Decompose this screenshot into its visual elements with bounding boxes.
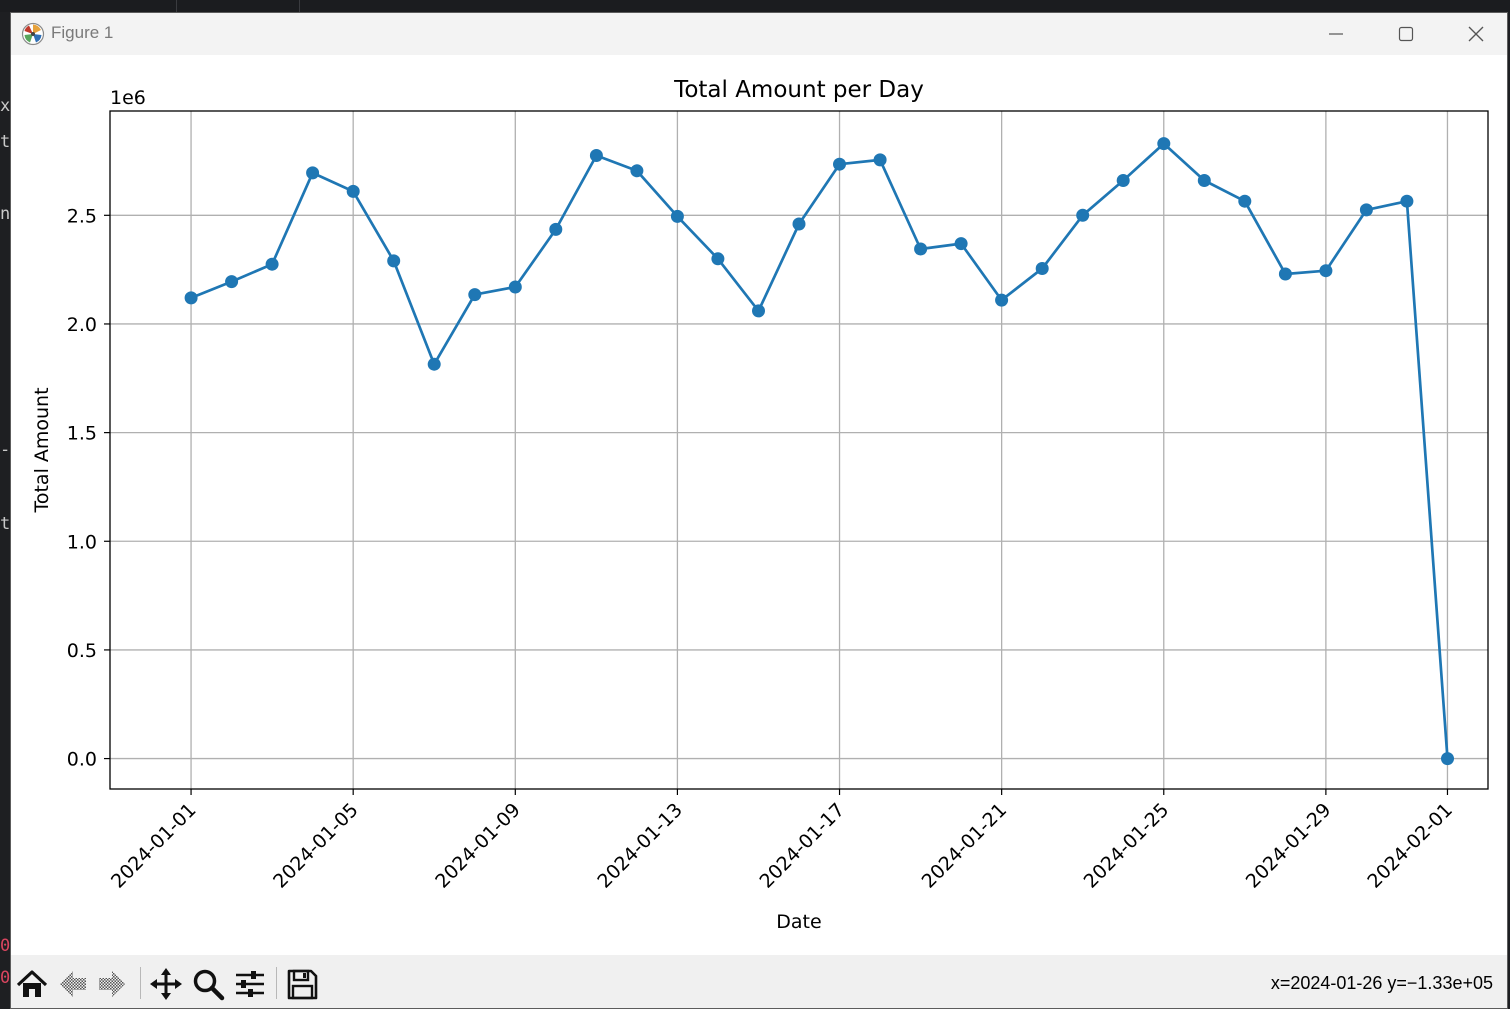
data-point: [589, 149, 603, 162]
series-line: [190, 142, 1449, 759]
line-chart: 0.0 0.5 1.0 1.5 2.0 2.5 2024-01-01 2024-01-05 20…: [31, 77, 1489, 933]
forward-button[interactable]: [95, 967, 129, 1001]
data-point: [225, 275, 239, 289]
configure-subplots-icon: [236, 971, 264, 997]
data-point: [1278, 267, 1292, 281]
axes-frame: [109, 110, 1489, 790]
maximize-button[interactable]: [1386, 19, 1426, 49]
zoom-icon: [193, 969, 225, 1001]
data-point: [1035, 262, 1049, 275]
x-tick-label: 2024-01-25: [1080, 799, 1174, 893]
cursor-coordinates: x=2024-01-26 y=−1.33e+05: [1270, 973, 1493, 993]
x-tick-label: 2024-01-21: [918, 799, 1012, 893]
x-tick-label: 2024-01-01: [107, 799, 201, 893]
y-tick-label: 1.5: [67, 423, 97, 445]
matplotlib-logo-icon: [21, 22, 45, 46]
configure-subplots-button[interactable]: [233, 967, 267, 1001]
data-point: [954, 237, 968, 251]
data-point: [711, 252, 725, 266]
save-icon: [287, 969, 318, 1000]
background-tab-strip: [0, 0, 1510, 12]
axis-offset-label: 1e6: [110, 87, 146, 109]
y-tick-label: 0.5: [67, 640, 97, 662]
data-point: [630, 164, 644, 178]
x-tick-label: 2024-02-01: [1363, 799, 1457, 893]
home-icon: [16, 970, 48, 997]
background-tab: [0, 0, 177, 12]
chart-title: Total Amount per Day: [673, 77, 924, 103]
x-tick-label: 2024-01-13: [593, 799, 687, 893]
background-text: n: [0, 204, 11, 224]
minimize-icon: [1329, 33, 1343, 35]
maximize-icon: [1398, 26, 1414, 42]
save-button[interactable]: [285, 967, 319, 1001]
background-text: t: [0, 514, 11, 534]
data-point: [1359, 203, 1373, 217]
window-title: Figure 1: [51, 23, 114, 42]
data-point: [1157, 137, 1171, 151]
data-point: [468, 288, 482, 302]
back-icon: [60, 971, 86, 997]
y-tick-label: 2.5: [67, 205, 97, 227]
pan-button[interactable]: [149, 967, 183, 1001]
pan-icon: [150, 968, 182, 1000]
home-button[interactable]: [15, 967, 49, 1001]
close-button[interactable]: [1456, 19, 1496, 49]
title-bar[interactable]: Figure 1: [11, 13, 1507, 55]
data-point: [792, 217, 806, 231]
toolbar-separator: [140, 967, 141, 999]
data-point: [1197, 174, 1211, 187]
data-point: [873, 153, 887, 167]
forward-icon: [99, 971, 125, 997]
data-point: [265, 257, 279, 271]
y-axis-label: Total Amount: [31, 387, 53, 513]
background-tab: [177, 0, 300, 12]
zoom-button[interactable]: [191, 967, 225, 1001]
data-point: [549, 222, 563, 236]
y-tick-label: 2.0: [67, 314, 97, 336]
back-button[interactable]: [56, 967, 90, 1001]
x-tick-label: 2024-01-17: [755, 799, 849, 893]
figure-window: Figure 1 0.0 0.5 1.0 1.5 2.0 2.5 2024-01-01 202…: [10, 12, 1508, 1009]
data-point: [1076, 208, 1090, 222]
data-point: [670, 209, 684, 223]
data-point: [1400, 194, 1414, 208]
x-tick-label: 2024-01-29: [1242, 799, 1336, 893]
minimize-button[interactable]: [1316, 19, 1356, 49]
navigation-toolbar: x=2024-01-26 y=−1.33e+05: [11, 955, 1507, 1008]
data-point: [427, 357, 441, 371]
data-point: [833, 157, 846, 171]
data-point: [1238, 194, 1252, 208]
data-point: [387, 254, 401, 268]
x-tick-label: 2024-01-09: [431, 799, 525, 893]
background-text: 0: [0, 936, 11, 956]
data-point: [1441, 752, 1454, 766]
data-point: [995, 293, 1009, 307]
background-text: 0: [0, 968, 11, 988]
x-axis-label: Date: [776, 911, 821, 933]
data-point: [346, 184, 360, 198]
background-text: -: [0, 440, 11, 460]
x-tick-label: 2024-01-05: [269, 799, 363, 893]
data-point: [508, 280, 522, 294]
data-point: [184, 291, 198, 305]
data-point: [752, 304, 765, 318]
y-tick-label: 0.0: [67, 749, 97, 771]
data-point: [1116, 174, 1130, 187]
figure-canvas[interactable]: 0.0 0.5 1.0 1.5 2.0 2.5 2024-01-01 2024-01-05 20…: [11, 55, 1507, 955]
background-text: t: [0, 132, 11, 152]
close-icon: [1468, 26, 1484, 42]
data-point: [306, 166, 320, 180]
data-point: [914, 242, 928, 256]
data-point: [1319, 264, 1333, 278]
y-tick-label: 1.0: [67, 531, 97, 553]
toolbar-separator: [276, 967, 277, 999]
